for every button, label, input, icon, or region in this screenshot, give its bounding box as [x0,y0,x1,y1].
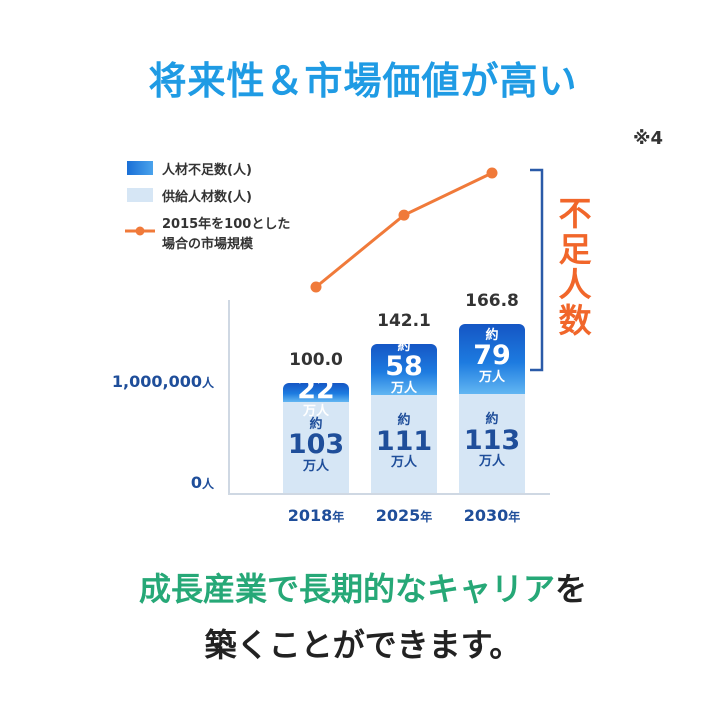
legend-label-supply: 供給人材数(人) [162,190,252,205]
x-tick-2018: 2018年 [287,506,345,525]
legend-swatch-supply [127,188,153,202]
bar-supply-2018 [283,402,349,493]
x-axis-line [228,493,550,495]
shortage-label: 不 足 人 数 [558,194,592,340]
market-point-2025 [398,209,410,221]
market-value-label-2018: 100.0 [289,350,343,370]
bar-label-supply-2018: 約 103 万人 [287,416,345,474]
tagline-particle: を [555,570,588,608]
market-point-2018 [310,281,322,293]
legend-swatch-shortage [127,161,153,175]
x-tick-2025: 2025年 [375,506,433,525]
legend-label-market-1: 2015年を100とした [162,217,291,232]
bar-label-shortage-2018: 約 22 万人 [297,361,335,419]
tagline-line-2: 築くことができます。 [204,626,522,664]
y-tick-0: 0人 [190,473,214,492]
market-value-label-2025: 142.1 [377,311,431,332]
legend-line-icon [125,226,155,236]
market-size-line [310,167,498,293]
bar-shortage-2018 [283,383,349,403]
chart: 人材不足数(人) 供給人材数(人) 2015年を100とした 場合の市場規模 1… [111,161,592,525]
market-point-2030 [486,167,498,179]
y-axis-line [228,300,230,494]
bar-supply-2030 [459,393,525,493]
y-tick-1000000: 1,000,000人 [111,372,214,391]
market-value-label-2030: 166.8 [465,291,519,312]
bar-shortage-2030 [459,324,525,394]
bar-label-shortage-2030: 約 79 万人 [473,327,511,385]
bar-label-supply-2025: 約 111 万人 [375,413,433,471]
bar-supply-2025 [371,395,437,493]
footnote-marker: ※4 [633,128,664,149]
legend-label-market-2: 場合の市場規模 [162,237,254,252]
market-line-path [315,171,493,289]
legend-label-shortage: 人材不足数(人) [162,163,252,178]
bar-label-shortage-2025: 約 58 万人 [385,338,423,396]
bar-shortage-2025 [371,344,437,396]
page-title: 将来性＆市場価値が高い [148,59,578,103]
shortage-bracket [530,168,544,372]
bar-label-supply-2030: 約 113 万人 [463,412,521,470]
x-tick-2030: 2030年 [463,506,521,525]
tagline-line-1: 成長産業で長期的なキャリアを [0,564,726,610]
tagline-green-text: 成長産業で長期的なキャリア [138,570,555,608]
